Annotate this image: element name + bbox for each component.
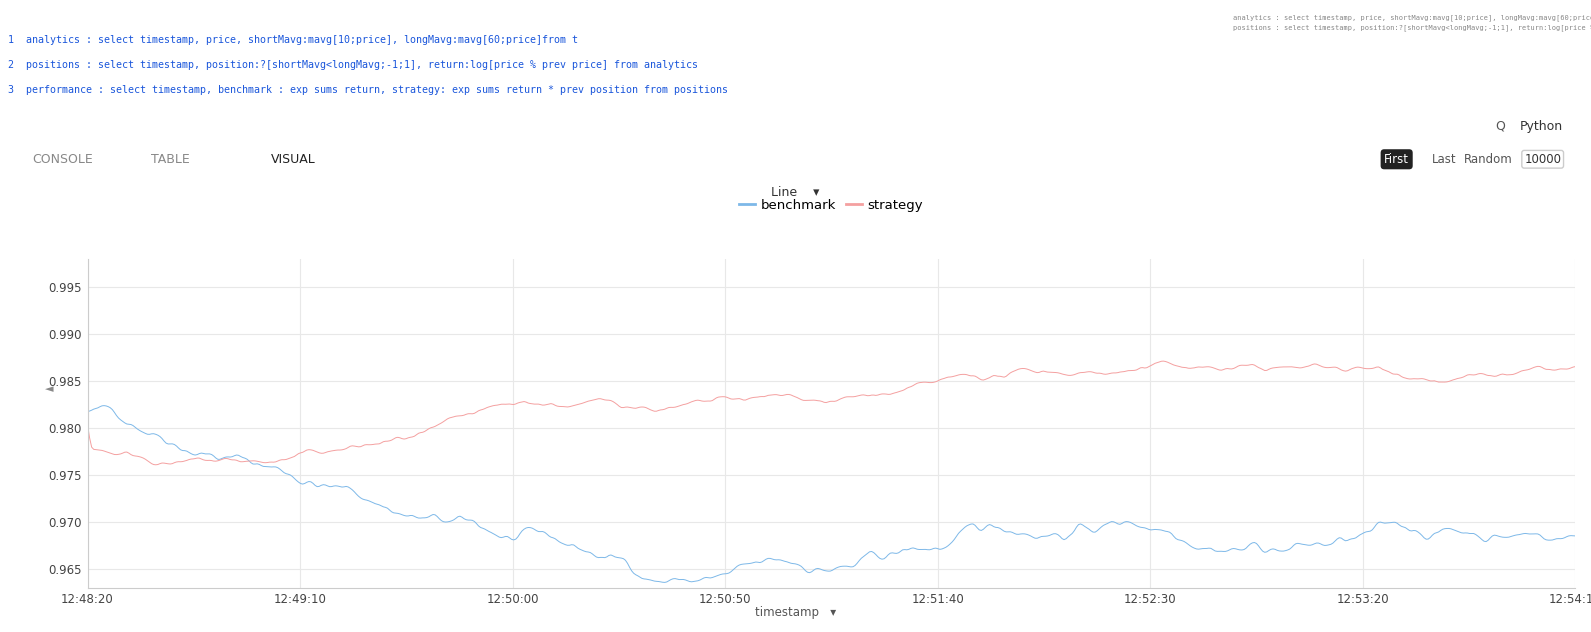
Text: ◄: ◄ [45, 384, 53, 394]
Text: Last: Last [1432, 153, 1456, 166]
Text: 3  performance : select timestamp, benchmark : exp sums return, strategy: exp su: 3 performance : select timestamp, benchm… [8, 85, 729, 95]
Text: timestamp   ▾: timestamp ▾ [756, 606, 835, 619]
Text: 1  analytics : select timestamp, price, shortMavg:mavg[10;price], longMavg:mavg[: 1 analytics : select timestamp, price, s… [8, 35, 578, 45]
Legend: benchmark, strategy: benchmark, strategy [733, 193, 929, 217]
Text: TABLE: TABLE [151, 153, 189, 166]
Text: Line    ▾: Line ▾ [772, 186, 819, 199]
Text: ▶  Run Scratchpad: ▶ Run Scratchpad [13, 121, 116, 131]
Text: First: First [1384, 153, 1410, 166]
Text: Q: Q [1496, 120, 1505, 133]
Text: 2  positions : select timestamp, position:?[shortMavg<longMavg;-1;1], return:log: 2 positions : select timestamp, position… [8, 60, 698, 70]
Text: CONSOLE: CONSOLE [32, 153, 92, 166]
Text: positions : select timestamp, position:?[shortMavg<longMavg;-1;1], return:log[pr: positions : select timestamp, position:?… [1233, 24, 1591, 31]
Text: Random: Random [1464, 153, 1513, 166]
Text: analytics : select timestamp, price, shortMavg:mavg[10;price], longMavg:mavg[60;: analytics : select timestamp, price, sho… [1233, 14, 1591, 21]
Text: 10000: 10000 [1524, 153, 1561, 166]
Text: VISUAL: VISUAL [270, 153, 315, 166]
Text: Python: Python [1519, 120, 1562, 133]
